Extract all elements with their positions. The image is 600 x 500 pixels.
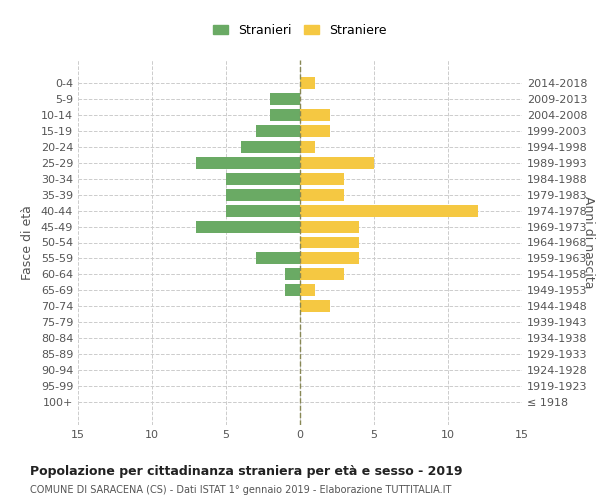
Bar (196, 220, 300, 232)
Bar (256, 252, 300, 264)
Bar (300, 188, 344, 200)
Bar (300, 140, 315, 152)
Y-axis label: Anni di nascita: Anni di nascita (581, 196, 595, 289)
Bar (300, 76, 315, 88)
Bar (300, 300, 329, 312)
Bar (300, 268, 344, 280)
Bar (285, 268, 300, 280)
Bar (196, 156, 300, 168)
Bar (300, 124, 329, 136)
Bar (226, 172, 300, 184)
Bar (300, 108, 329, 120)
Bar (271, 108, 300, 120)
Bar (226, 204, 300, 216)
Bar (241, 140, 300, 152)
Legend: Stranieri, Straniere: Stranieri, Straniere (208, 19, 392, 42)
Bar (300, 220, 359, 232)
Bar (300, 252, 359, 264)
Bar (300, 172, 344, 184)
Bar (300, 236, 359, 248)
Bar (300, 284, 315, 296)
Text: Popolazione per cittadinanza straniera per età e sesso - 2019: Popolazione per cittadinanza straniera p… (30, 465, 463, 478)
Bar (300, 204, 478, 216)
Y-axis label: Fasce di età: Fasce di età (21, 205, 34, 280)
Bar (271, 92, 300, 104)
Text: COMUNE DI SARACENA (CS) - Dati ISTAT 1° gennaio 2019 - Elaborazione TUTTITALIA.I: COMUNE DI SARACENA (CS) - Dati ISTAT 1° … (30, 485, 451, 495)
Bar (285, 284, 300, 296)
Bar (226, 188, 300, 200)
Bar (300, 156, 374, 168)
Bar (256, 124, 300, 136)
